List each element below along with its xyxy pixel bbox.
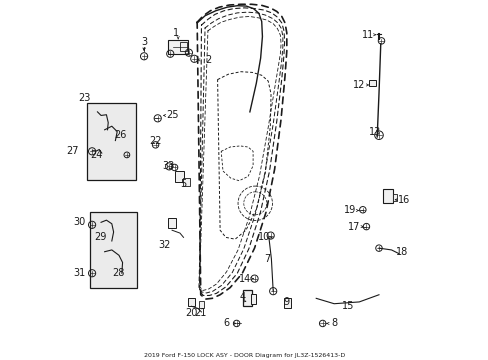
Text: 3: 3 — [141, 37, 147, 47]
Text: 25: 25 — [165, 111, 178, 121]
Text: 9: 9 — [283, 297, 289, 307]
Text: 11: 11 — [361, 30, 374, 40]
Text: 7: 7 — [264, 254, 270, 264]
Text: 5: 5 — [180, 179, 186, 189]
Text: 4: 4 — [239, 292, 245, 302]
Text: 22: 22 — [149, 136, 162, 145]
Text: 32: 32 — [159, 239, 171, 249]
Bar — [168, 40, 187, 54]
Text: 1: 1 — [173, 28, 179, 38]
Bar — [198, 301, 203, 309]
Text: 29: 29 — [94, 232, 106, 242]
Bar — [180, 42, 187, 51]
Text: 13: 13 — [368, 127, 381, 136]
Bar — [251, 294, 255, 304]
Text: 19: 19 — [344, 206, 356, 216]
Bar — [174, 171, 183, 182]
Bar — [89, 212, 137, 288]
Text: 2: 2 — [205, 55, 211, 65]
Text: 8: 8 — [330, 319, 337, 328]
Text: 26: 26 — [114, 130, 127, 140]
Text: 12: 12 — [352, 80, 365, 90]
Text: 23: 23 — [79, 93, 91, 103]
Text: 24: 24 — [90, 150, 103, 160]
Bar — [243, 289, 251, 306]
Text: 14: 14 — [239, 274, 251, 284]
Text: 2019 Ford F-150 LOCK ASY - DOOR Diagram for JL3Z-1526413-D: 2019 Ford F-150 LOCK ASY - DOOR Diagram … — [143, 353, 345, 358]
Bar — [188, 298, 194, 306]
Text: 28: 28 — [112, 268, 124, 278]
Text: 27: 27 — [66, 146, 79, 156]
Bar — [284, 298, 290, 308]
Text: 30: 30 — [73, 217, 85, 227]
Bar — [392, 194, 396, 201]
Bar — [382, 189, 392, 203]
Bar — [168, 218, 175, 228]
Bar — [183, 178, 189, 186]
Bar — [87, 103, 136, 180]
Text: 6: 6 — [223, 319, 229, 328]
Text: 16: 16 — [397, 195, 409, 205]
Bar — [368, 80, 376, 86]
Text: 33: 33 — [162, 161, 174, 171]
Text: 31: 31 — [73, 268, 85, 278]
Text: 15: 15 — [342, 301, 354, 311]
Text: 18: 18 — [395, 247, 407, 257]
Text: 10: 10 — [258, 232, 270, 242]
Text: 20: 20 — [185, 308, 197, 318]
Text: 17: 17 — [347, 222, 359, 231]
Text: 21: 21 — [193, 308, 206, 318]
